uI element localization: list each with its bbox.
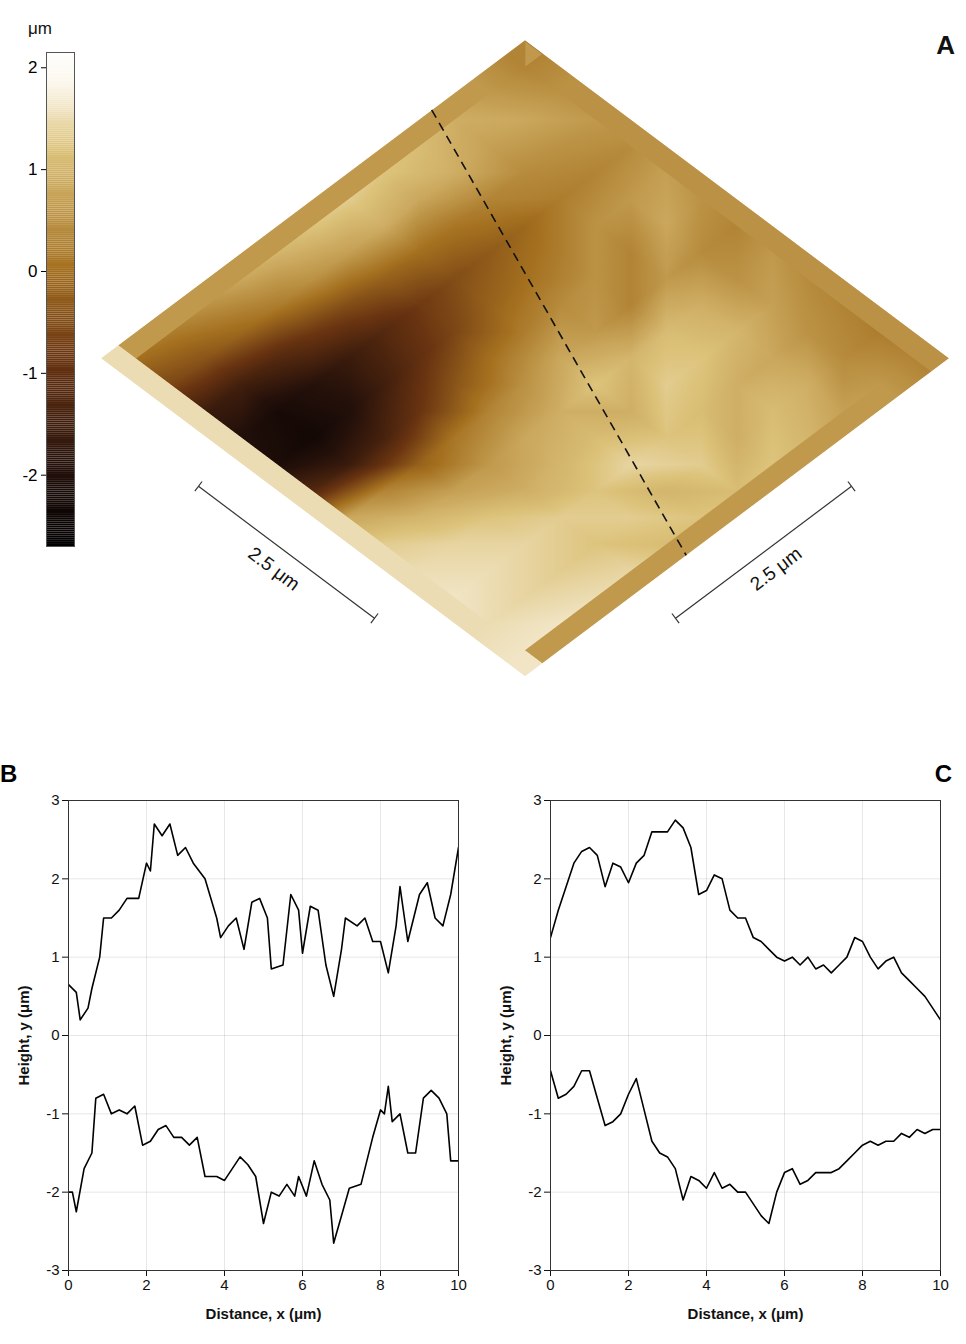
svg-text:0: 0 <box>51 1026 59 1043</box>
svg-text:6: 6 <box>780 1276 788 1293</box>
svg-text:0: 0 <box>533 1026 541 1043</box>
svg-text:-1: -1 <box>528 1105 541 1122</box>
svg-text:3: 3 <box>533 791 541 808</box>
svg-text:Distance, x (μm): Distance, x (μm) <box>688 1305 804 1322</box>
svg-text:6: 6 <box>298 1276 306 1293</box>
svg-text:1: 1 <box>28 160 37 179</box>
svg-text:3: 3 <box>51 791 59 808</box>
html-text:B: B <box>0 760 18 787</box>
svg-text:Height, y (μm): Height, y (μm) <box>15 985 32 1085</box>
svg-text:2: 2 <box>142 1276 150 1293</box>
svg-text:2: 2 <box>28 58 37 77</box>
svg-text:2.5 μm: 2.5 μm <box>746 543 805 595</box>
svg-text:1: 1 <box>51 948 59 965</box>
svg-text:-1: -1 <box>22 364 37 383</box>
svg-text:10: 10 <box>932 1276 949 1293</box>
svg-text:A: A <box>936 30 955 60</box>
svg-text:0: 0 <box>546 1276 554 1293</box>
svg-text:0: 0 <box>64 1276 72 1293</box>
svg-text:Distance, x (μm): Distance, x (μm) <box>206 1305 322 1322</box>
svg-text:0: 0 <box>28 262 37 281</box>
svg-text:-3: -3 <box>528 1261 541 1278</box>
svg-text:-2: -2 <box>46 1183 59 1200</box>
svg-text:2.5 μm: 2.5 μm <box>244 543 303 595</box>
svg-text:8: 8 <box>858 1276 866 1293</box>
svg-text:-1: -1 <box>46 1105 59 1122</box>
svg-text:1: 1 <box>533 948 541 965</box>
svg-text:8: 8 <box>376 1276 384 1293</box>
html-text:C: C <box>934 760 952 787</box>
svg-text:4: 4 <box>220 1276 228 1293</box>
svg-text:10: 10 <box>450 1276 467 1293</box>
svg-text:4: 4 <box>702 1276 710 1293</box>
svg-text:Height, y (μm): Height, y (μm) <box>497 985 514 1085</box>
svg-text:2: 2 <box>51 870 59 887</box>
svg-text:-3: -3 <box>46 1261 59 1278</box>
svg-text:2: 2 <box>533 870 541 887</box>
svg-text:-2: -2 <box>22 466 37 485</box>
svg-text:-2: -2 <box>528 1183 541 1200</box>
svg-text:2: 2 <box>624 1276 632 1293</box>
svg-text:μm: μm <box>28 19 52 38</box>
